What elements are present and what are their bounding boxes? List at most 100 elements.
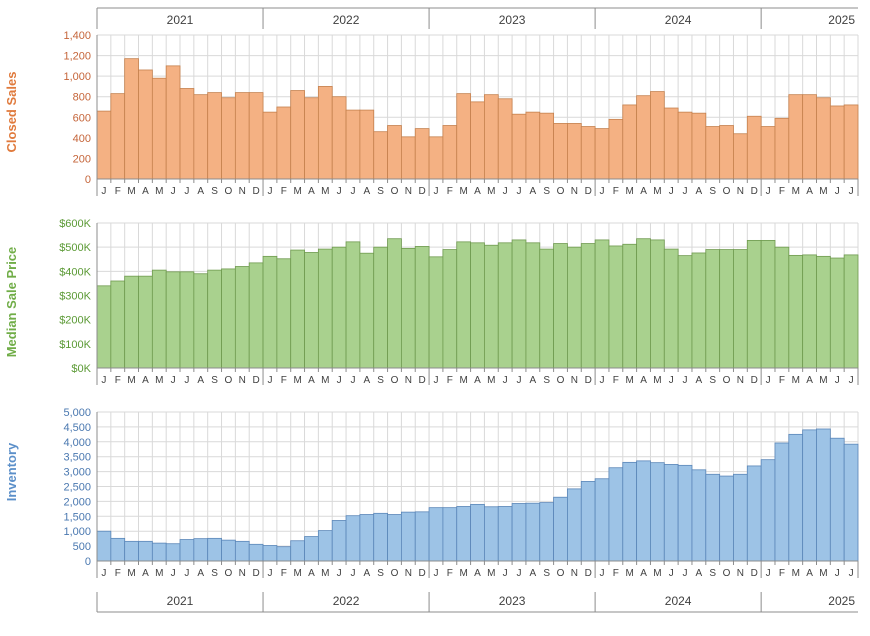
bar-closed	[304, 97, 319, 180]
month-label-closed: O	[557, 186, 565, 197]
y-tick-label-closed: 0	[85, 174, 91, 186]
bar-inventory	[525, 502, 541, 562]
month-label-closed: D	[419, 186, 426, 197]
month-label-closed: J	[184, 186, 189, 197]
bar-inventory	[691, 469, 707, 562]
month-label-closed: M	[321, 186, 329, 197]
bar-inventory	[733, 473, 748, 562]
bar-price	[317, 248, 333, 369]
bar-inventory	[622, 461, 638, 562]
month-label-closed: J	[600, 186, 605, 197]
bar-closed	[511, 113, 527, 180]
month-label-closed: F	[281, 186, 287, 197]
month-label-inventory: A	[308, 568, 315, 579]
bar-inventory	[248, 543, 264, 562]
month-label-price: F	[613, 375, 619, 386]
bar-price	[248, 262, 264, 369]
month-label-inventory: F	[115, 568, 121, 579]
bar-closed	[636, 95, 651, 180]
bar-closed	[165, 65, 181, 180]
month-label-price: J	[835, 375, 840, 386]
month-label-price: J	[433, 375, 438, 386]
month-label-closed: A	[308, 186, 315, 197]
month-label-inventory: J	[683, 568, 688, 579]
month-label-inventory: O	[391, 568, 399, 579]
month-label-closed: M	[293, 186, 301, 197]
month-label-price: A	[363, 375, 370, 386]
year-label-bottom: 2024	[665, 594, 692, 608]
month-label-closed: A	[640, 186, 647, 197]
y-tick-label-price: $600K	[59, 218, 91, 230]
bar-inventory	[760, 459, 776, 562]
month-label-closed: S	[709, 186, 716, 197]
month-label-inventory: J	[849, 568, 854, 579]
bar-price	[387, 238, 402, 369]
month-label-closed: O	[723, 186, 731, 197]
month-label-inventory: N	[737, 568, 744, 579]
bar-price	[151, 269, 167, 369]
bar-inventory	[400, 511, 416, 562]
bar-inventory	[317, 530, 333, 562]
y-tick-label-inventory: 5,000	[63, 407, 91, 419]
month-label-price: F	[447, 375, 453, 386]
bar-inventory	[110, 537, 126, 562]
month-label-inventory: A	[474, 568, 481, 579]
month-label-closed: S	[211, 186, 218, 197]
bar-price	[705, 249, 721, 369]
month-label-closed: J	[849, 186, 854, 197]
bar-closed	[719, 125, 734, 180]
month-label-price: O	[557, 375, 565, 386]
bar-price	[373, 246, 388, 369]
month-label-price: J	[766, 375, 771, 386]
bar-closed	[414, 128, 430, 180]
bar-inventory	[304, 536, 319, 562]
y-tick-label-inventory: 1,000	[63, 526, 91, 538]
bar-inventory	[373, 512, 388, 562]
bar-price	[788, 254, 804, 369]
bar-inventory	[290, 540, 305, 562]
bar-closed	[608, 118, 624, 180]
month-label-closed: J	[267, 186, 272, 197]
bar-inventory	[567, 488, 582, 562]
month-label-closed: M	[819, 186, 827, 197]
bar-closed	[470, 101, 485, 180]
month-label-closed: A	[474, 186, 481, 197]
y-tick-label-closed: 600	[73, 112, 91, 124]
month-label-inventory: J	[503, 568, 508, 579]
bar-closed	[816, 97, 831, 180]
y-tick-label-inventory: 500	[73, 541, 91, 553]
y-axis-title-closed: Closed Sales	[4, 72, 19, 153]
bar-closed	[829, 105, 845, 180]
y-tick-label-inventory: 4,000	[63, 437, 91, 449]
month-label-inventory: M	[487, 568, 495, 579]
month-label-price: M	[127, 375, 135, 386]
month-label-inventory: A	[530, 568, 537, 579]
month-label-inventory: S	[543, 568, 550, 579]
bar-price	[511, 239, 527, 369]
month-label-inventory: M	[321, 568, 329, 579]
month-label-closed: M	[487, 186, 495, 197]
bar-closed	[677, 111, 693, 180]
bar-closed	[276, 106, 292, 180]
month-label-inventory: N	[239, 568, 246, 579]
month-label-closed: D	[585, 186, 592, 197]
year-label-top: 2023	[499, 13, 526, 27]
bar-closed	[746, 115, 762, 180]
month-label-closed: D	[253, 186, 260, 197]
y-tick-label-closed: 400	[73, 133, 91, 145]
month-label-inventory: A	[696, 568, 703, 579]
axes-layer	[96, 7, 859, 613]
bar-price	[497, 242, 513, 369]
month-label-price: M	[293, 375, 301, 386]
bar-price	[456, 241, 471, 369]
bar-price	[96, 285, 112, 369]
bar-inventory	[843, 443, 859, 562]
bar-price	[414, 246, 430, 369]
month-label-closed: A	[696, 186, 703, 197]
bar-closed	[802, 94, 817, 180]
y-tick-label-price: $400K	[59, 266, 91, 278]
bar-closed	[733, 133, 748, 180]
bar-price	[110, 280, 126, 369]
year-label-bottom: 2025	[828, 594, 855, 608]
bar-inventory	[788, 433, 804, 562]
